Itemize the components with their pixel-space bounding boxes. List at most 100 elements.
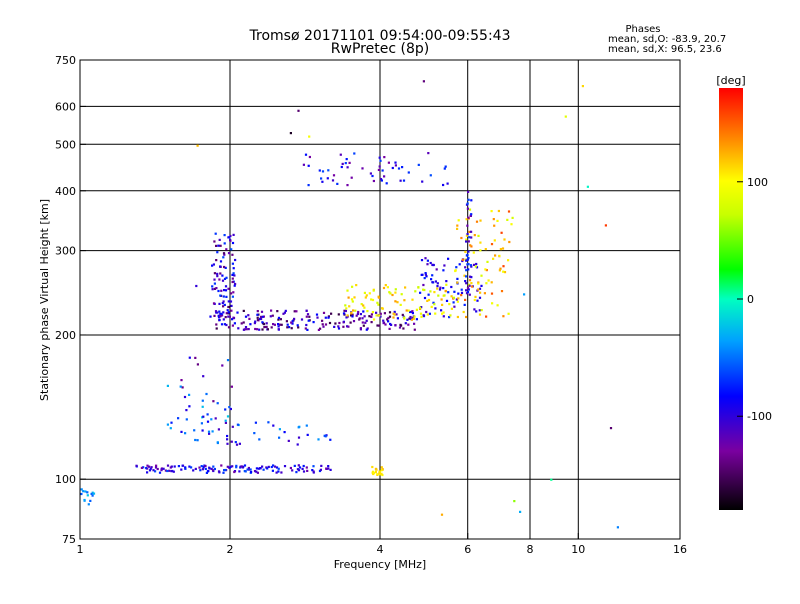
data-point-F-O-trace — [253, 322, 256, 325]
data-point-F-X-rise — [452, 296, 455, 299]
data-point-F-X-trace — [430, 305, 433, 308]
data-point-E-trace — [271, 469, 274, 472]
data-point-F-X-rise — [456, 227, 459, 230]
data-point-F-O-trace — [361, 321, 364, 324]
data-point-scatter — [297, 109, 300, 112]
data-point-F-O-trace — [273, 323, 276, 326]
data-point-E-trace — [213, 467, 216, 471]
data-point-F2-multi — [394, 164, 397, 167]
data-point-Es-cusp — [196, 363, 199, 366]
data-point-F-X-rise — [490, 281, 493, 284]
data-point-F-cusp — [213, 272, 216, 275]
data-point-F-O-trace — [365, 328, 368, 331]
data-point-Es-cusp — [201, 399, 204, 402]
data-point-E-trace — [280, 471, 283, 474]
data-point-Es-cusp — [206, 413, 209, 416]
data-point-F-X-trace — [345, 307, 348, 310]
data-point-F-cusp — [232, 267, 235, 270]
data-point-F-O-trace — [222, 311, 225, 314]
data-point-scatter — [420, 259, 424, 262]
data-point-F-O-trace — [247, 328, 250, 331]
data-point-F-O-trace — [370, 313, 373, 316]
data-point-F-X-trace — [436, 287, 439, 290]
data-point-F-cusp — [225, 248, 228, 251]
data-point-F-cusp — [232, 291, 235, 294]
data-point-F-O-rise — [475, 262, 478, 266]
data-point-scatter — [440, 513, 444, 516]
data-point-F-cusp-vert — [466, 202, 469, 205]
data-point-F-O-trace — [411, 310, 414, 313]
data-point-F-X-rise — [507, 312, 510, 315]
data-point-F-X-rise — [497, 209, 500, 213]
data-point-F-O-rise — [480, 284, 483, 287]
data-point-F-cusp — [223, 234, 226, 237]
data-point-F-O-trace — [345, 316, 348, 319]
data-point-F-X-trace — [449, 314, 452, 317]
data-point-F-O-rise — [478, 296, 482, 299]
data-point-F-cusp-vert — [467, 263, 470, 266]
data-point-E-trace — [297, 469, 301, 472]
data-point-F-O-trace — [280, 323, 283, 326]
data-point-F-O-rise — [434, 307, 437, 310]
data-point-E-trace — [154, 470, 157, 473]
data-point-F-X-rise — [472, 251, 475, 254]
data-point-scatter — [609, 427, 613, 430]
data-point-E-trace — [148, 465, 151, 468]
data-point-F-cusp-vert — [466, 291, 470, 294]
data-point-E-trace-upper — [230, 440, 233, 443]
data-point-F-X-rise — [485, 282, 488, 285]
data-point-F-O-trace — [279, 323, 282, 326]
data-point-F-X-trace — [429, 290, 432, 293]
data-point-Es-cusp — [166, 384, 169, 387]
data-point-F-O-trace — [277, 328, 280, 331]
data-point-F2-multi — [327, 169, 330, 172]
data-point-F-X-trace — [382, 286, 386, 290]
data-point-F-O-rise — [436, 282, 439, 285]
data-point-F-O-trace — [300, 318, 304, 321]
data-point-F-X-rise — [456, 300, 459, 303]
data-point-E-trace — [135, 464, 138, 467]
data-point-F-X-rise — [490, 243, 494, 246]
data-point-F2-multi — [307, 164, 310, 167]
data-point-F-cusp-vert — [467, 288, 470, 291]
data-point-E-trace — [149, 467, 152, 470]
data-point-F-O-rise — [426, 263, 429, 266]
data-point-E-trace — [262, 468, 265, 471]
y-tick-label-75: 75 — [62, 533, 76, 546]
data-point-F2-multi — [394, 161, 397, 164]
data-point-E-trace — [201, 468, 204, 471]
data-point-F2-multi — [399, 179, 402, 182]
data-point-scatter — [550, 478, 553, 481]
data-point-Es-cusp — [228, 406, 231, 409]
data-point-F-O-rise — [432, 263, 435, 267]
data-point-E-trace — [217, 470, 221, 473]
data-point-F-O-trace — [293, 310, 296, 313]
data-point-F-X-trace — [445, 283, 448, 286]
data-point-F-O-trace — [317, 328, 320, 331]
data-point-F-O-trace — [288, 326, 291, 329]
data-point-F-O-rise — [420, 273, 423, 276]
data-point-F-X-rise — [456, 315, 459, 319]
data-point-F-O-trace — [271, 314, 274, 317]
y-axis-ticks: 75 100 200 300 400 500 600 750 — [55, 54, 86, 546]
data-point-Es-cusp — [216, 402, 219, 405]
data-point-F2-multi — [429, 174, 432, 177]
data-point-F-cusp — [232, 280, 235, 283]
data-point-F-cusp — [234, 258, 237, 262]
data-point-F-O-trace — [393, 310, 396, 313]
data-point-F-O-trace — [261, 328, 264, 331]
data-point-F-X-trace — [347, 296, 350, 299]
data-point-F-X-rise — [456, 224, 459, 227]
data-point-F-cusp — [214, 232, 217, 235]
data-point-E-trace — [320, 464, 323, 467]
data-point-F-X-trace — [372, 289, 375, 292]
data-point-F-X-trace — [443, 294, 446, 297]
data-point-F-O-trace — [286, 326, 289, 329]
data-point-F-O-trace — [245, 328, 248, 331]
data-point-F-cusp — [221, 274, 224, 277]
data-point-F-X-trace — [419, 312, 423, 315]
data-point-F-O-trace — [256, 328, 259, 331]
data-point-F2-multi — [372, 179, 375, 183]
data-point-Es-cusp — [194, 356, 197, 359]
data-point-F-cusp — [216, 251, 219, 254]
